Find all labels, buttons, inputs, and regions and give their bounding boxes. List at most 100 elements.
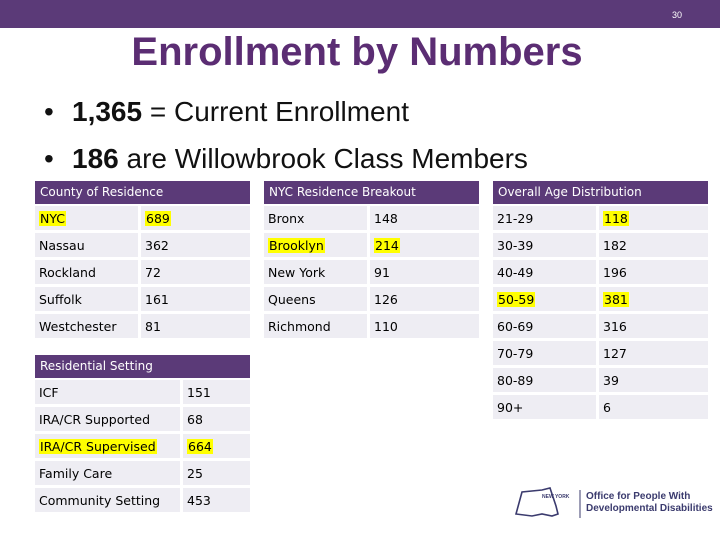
table-row: 70-79 127	[493, 341, 708, 365]
row-value: 182	[603, 237, 627, 253]
row-label-cell: IRA/CR Supervised	[35, 434, 180, 458]
row-value: 161	[145, 291, 169, 307]
table-row: 21-29 118	[493, 206, 708, 230]
row-label-cell: Rockland	[35, 260, 138, 284]
row-label-cell: Suffolk	[35, 287, 138, 311]
row-label-cell: Brooklyn	[264, 233, 367, 257]
row-value: 664	[187, 438, 213, 454]
logo-text: Office for People With Developmental Dis…	[586, 491, 713, 515]
row-value: 151	[187, 384, 211, 400]
row-label: Richmond	[268, 318, 331, 334]
bullet-enrollment: 1,365 = Current Enrollment	[44, 88, 528, 135]
table-row: 50-59 381	[493, 287, 708, 311]
row-label: Suffolk	[39, 291, 82, 307]
opwdd-logo: NEW YORK	[514, 487, 581, 518]
row-label: 60-69	[497, 318, 534, 334]
row-label: IRA/CR Supervised	[39, 438, 157, 454]
row-label: Community Setting	[39, 492, 161, 508]
row-label-cell: 40-49	[493, 260, 596, 284]
row-label: Bronx	[268, 210, 305, 226]
logo-line2: Developmental Disabilities	[586, 503, 713, 514]
slide-number: 30	[671, 10, 682, 20]
row-label-cell: 50-59	[493, 287, 596, 311]
row-value-cell: 182	[599, 233, 708, 257]
county-header: County of Residence	[35, 181, 250, 204]
row-value: 118	[603, 210, 629, 226]
row-value-cell: 110	[370, 314, 479, 338]
row-label: Brooklyn	[268, 237, 325, 253]
table-row: IRA/CR Supported 68	[35, 407, 250, 431]
row-value-cell: 6	[599, 395, 708, 419]
row-value-cell: 214	[370, 233, 479, 257]
row-label: 40-49	[497, 264, 534, 280]
table-row: Queens 126	[264, 287, 479, 311]
row-label-cell: ICF	[35, 380, 180, 404]
bullet-value: 186	[72, 143, 119, 174]
row-label: 80-89	[497, 372, 534, 388]
row-label-cell: 30-39	[493, 233, 596, 257]
row-label: NYC	[39, 210, 67, 226]
nyc-table: Bronx 148 Brooklyn 214 New York 91 Queens 126 Ri…	[261, 203, 482, 341]
row-label-cell: Queens	[264, 287, 367, 311]
row-value: 127	[603, 345, 627, 361]
row-value-cell: 689	[141, 206, 250, 230]
residential-table: ICF 151 IRA/CR Supported 68 IRA/CR Supervise…	[32, 377, 253, 515]
table-row: Nassau 362	[35, 233, 250, 257]
row-label-cell: Richmond	[264, 314, 367, 338]
row-label-cell: Westchester	[35, 314, 138, 338]
row-label-cell: 21-29	[493, 206, 596, 230]
row-value-cell: 381	[599, 287, 708, 311]
residential-header: Residential Setting	[35, 355, 250, 378]
table-row: Bronx 148	[264, 206, 479, 230]
row-value: 39	[603, 372, 619, 388]
bullet-willowbrook: 186 are Willowbrook Class Members	[44, 135, 528, 182]
row-value-cell: 118	[599, 206, 708, 230]
row-value-cell: 127	[599, 341, 708, 365]
row-label: ICF	[39, 384, 59, 400]
table-row: Richmond 110	[264, 314, 479, 338]
top-bar: 30	[0, 0, 720, 28]
row-value: 381	[603, 291, 629, 307]
row-label: Rockland	[39, 264, 96, 280]
bullet-value: 1,365	[72, 96, 143, 127]
row-label-cell: Family Care	[35, 461, 180, 485]
row-value: 316	[603, 318, 627, 334]
row-label: IRA/CR Supported	[39, 411, 151, 427]
row-label: 70-79	[497, 345, 534, 361]
row-value-cell: 91	[370, 260, 479, 284]
row-value: 689	[145, 210, 171, 226]
row-value-cell: 161	[141, 287, 250, 311]
table-row: Suffolk 161	[35, 287, 250, 311]
row-value: 214	[374, 237, 400, 253]
row-value-cell: 151	[183, 380, 250, 404]
row-value-cell: 316	[599, 314, 708, 338]
table-row: Family Care 25	[35, 461, 250, 485]
row-label-cell: IRA/CR Supported	[35, 407, 180, 431]
row-value: 453	[187, 492, 211, 508]
row-label-cell: 70-79	[493, 341, 596, 365]
row-label: New York	[268, 264, 326, 280]
nyc-header: NYC Residence Breakout	[264, 181, 479, 204]
row-label-cell: 60-69	[493, 314, 596, 338]
table-row: 40-49 196	[493, 260, 708, 284]
row-label: Queens	[268, 291, 316, 307]
table-row: 90+ 6	[493, 395, 708, 419]
row-value-cell: 664	[183, 434, 250, 458]
row-label: 90+	[497, 399, 524, 415]
bullet-text: = Current Enrollment	[142, 96, 409, 127]
table-row: Community Setting 453	[35, 488, 250, 512]
row-label: 21-29	[497, 210, 534, 226]
row-value: 148	[374, 210, 398, 226]
table-row: New York 91	[264, 260, 479, 284]
row-value: 6	[603, 399, 611, 415]
table-row: ICF 151	[35, 380, 250, 404]
summary-bullets: 1,365 = Current Enrollment 186 are Willo…	[44, 88, 528, 182]
row-value: 126	[374, 291, 398, 307]
row-value-cell: 453	[183, 488, 250, 512]
row-value-cell: 81	[141, 314, 250, 338]
table-row: Rockland 72	[35, 260, 250, 284]
row-value: 196	[603, 264, 627, 280]
county-table: NYC 689 Nassau 362 Rockland 72 Suffolk 161 Westc…	[32, 203, 253, 341]
age-header: Overall Age Distribution	[493, 181, 708, 204]
row-label: 50-59	[497, 291, 536, 307]
